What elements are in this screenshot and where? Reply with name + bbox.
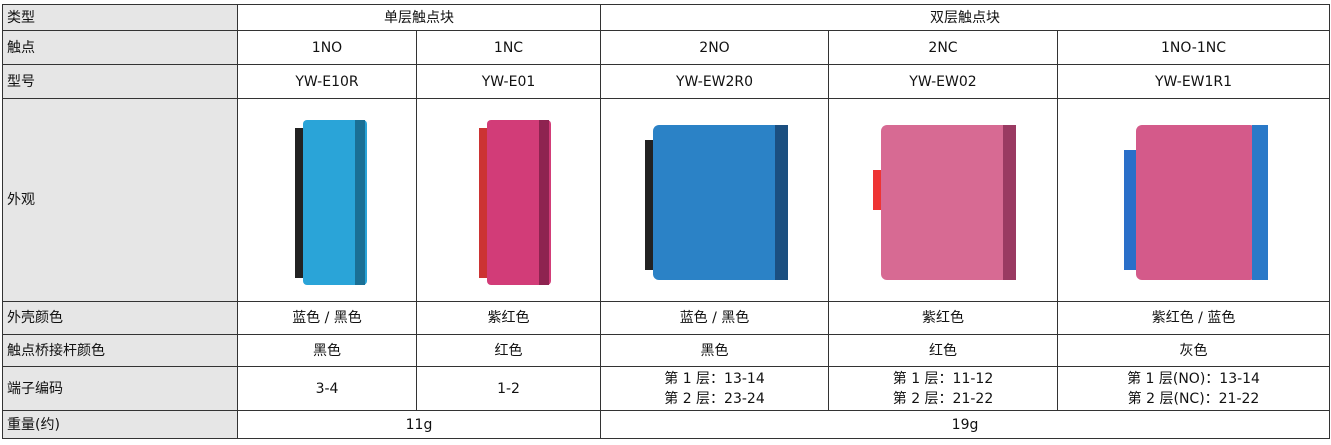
row: 外壳颜色 蓝色 / 黑色 紫红色 蓝色 / 黑色 紫红色 紫红色 / 蓝色 xyxy=(2,301,1331,335)
image-cell xyxy=(237,98,417,302)
line: 第 2 层：23-24 xyxy=(664,390,765,407)
row: 重量(约) 11g 19g xyxy=(2,410,1331,439)
label: 重量(约) xyxy=(2,410,238,439)
cell: 黑色 xyxy=(600,334,829,367)
label: 型号 xyxy=(2,64,238,99)
cell: 1NO-1NC xyxy=(1056,30,1331,65)
image-cell xyxy=(828,98,1058,302)
spec-table: 类型 单层触点块 双层触点块 触点 1NO 1NC 2NO 2NC 1NO-1N… xyxy=(2,4,1331,439)
product-image xyxy=(478,120,551,285)
cell: 红色 xyxy=(828,334,1058,367)
line: 第 1 层：13-14 xyxy=(664,370,765,387)
cell: 第 1 层：13-14 第 2 层：23-24 xyxy=(600,366,829,411)
row: 触点桥接杆颜色 黑色 红色 黑色 红色 灰色 xyxy=(2,334,1331,367)
line: 第 2 层(NC)：21-22 xyxy=(1127,390,1260,407)
cell: 黑色 xyxy=(237,334,417,367)
row: 类型 单层触点块 双层触点块 xyxy=(2,4,1331,31)
product-image xyxy=(873,125,1016,280)
cell: 灰色 xyxy=(1056,334,1331,367)
row: 外观 xyxy=(2,98,1331,302)
cell: 19g xyxy=(599,410,1331,439)
cell: YW-EW2R0 xyxy=(600,64,829,99)
image-cell xyxy=(416,98,601,302)
cell: 双层触点块 xyxy=(599,4,1331,31)
cell: YW-E01 xyxy=(416,64,601,99)
cell: 2NC xyxy=(828,30,1058,65)
line: 第 1 层(NO)：13-14 xyxy=(1127,370,1260,387)
cell: 第 1 层：11-12 第 2 层：21-22 xyxy=(828,366,1058,411)
cell: 蓝色 / 黑色 xyxy=(237,301,417,335)
row: 端子编码 3-4 1-2 第 1 层：13-14 第 2 层：23-24 第 1 … xyxy=(2,366,1331,411)
image-cell xyxy=(600,98,829,302)
label: 触点 xyxy=(2,30,238,65)
cell: 蓝色 / 黑色 xyxy=(600,301,829,335)
label: 触点桥接杆颜色 xyxy=(2,334,238,367)
image-cell xyxy=(1056,98,1331,302)
product-image xyxy=(1123,125,1268,280)
cell: 1NC xyxy=(416,30,601,65)
cell: 3-4 xyxy=(237,366,417,411)
label: 类型 xyxy=(2,4,238,31)
line: 第 2 层：21-22 xyxy=(892,390,994,407)
cell: 1NO xyxy=(237,30,417,65)
cell: 紫红色 / 蓝色 xyxy=(1056,301,1331,335)
row: 触点 1NO 1NC 2NO 2NC 1NO-1NC xyxy=(2,30,1331,65)
cell: 2NO xyxy=(600,30,829,65)
cell: 1-2 xyxy=(416,366,601,411)
cell: 单层触点块 xyxy=(237,4,601,31)
cell: 11g xyxy=(237,410,601,439)
cell: YW-EW02 xyxy=(828,64,1058,99)
cell: 红色 xyxy=(416,334,601,367)
label: 端子编码 xyxy=(2,366,238,411)
row: 型号 YW-E10R YW-E01 YW-EW2R0 YW-EW02 YW-EW… xyxy=(2,64,1331,99)
cell: YW-E10R xyxy=(237,64,417,99)
product-image xyxy=(295,120,367,285)
cell: 第 1 层(NO)：13-14 第 2 层(NC)：21-22 xyxy=(1056,366,1331,411)
line: 第 1 层：11-12 xyxy=(892,370,994,387)
label: 外观 xyxy=(2,98,238,302)
product-image xyxy=(644,125,788,280)
cell: YW-EW1R1 xyxy=(1056,64,1331,99)
cell: 紫红色 xyxy=(828,301,1058,335)
label: 外壳颜色 xyxy=(2,301,238,335)
cell: 紫红色 xyxy=(416,301,601,335)
